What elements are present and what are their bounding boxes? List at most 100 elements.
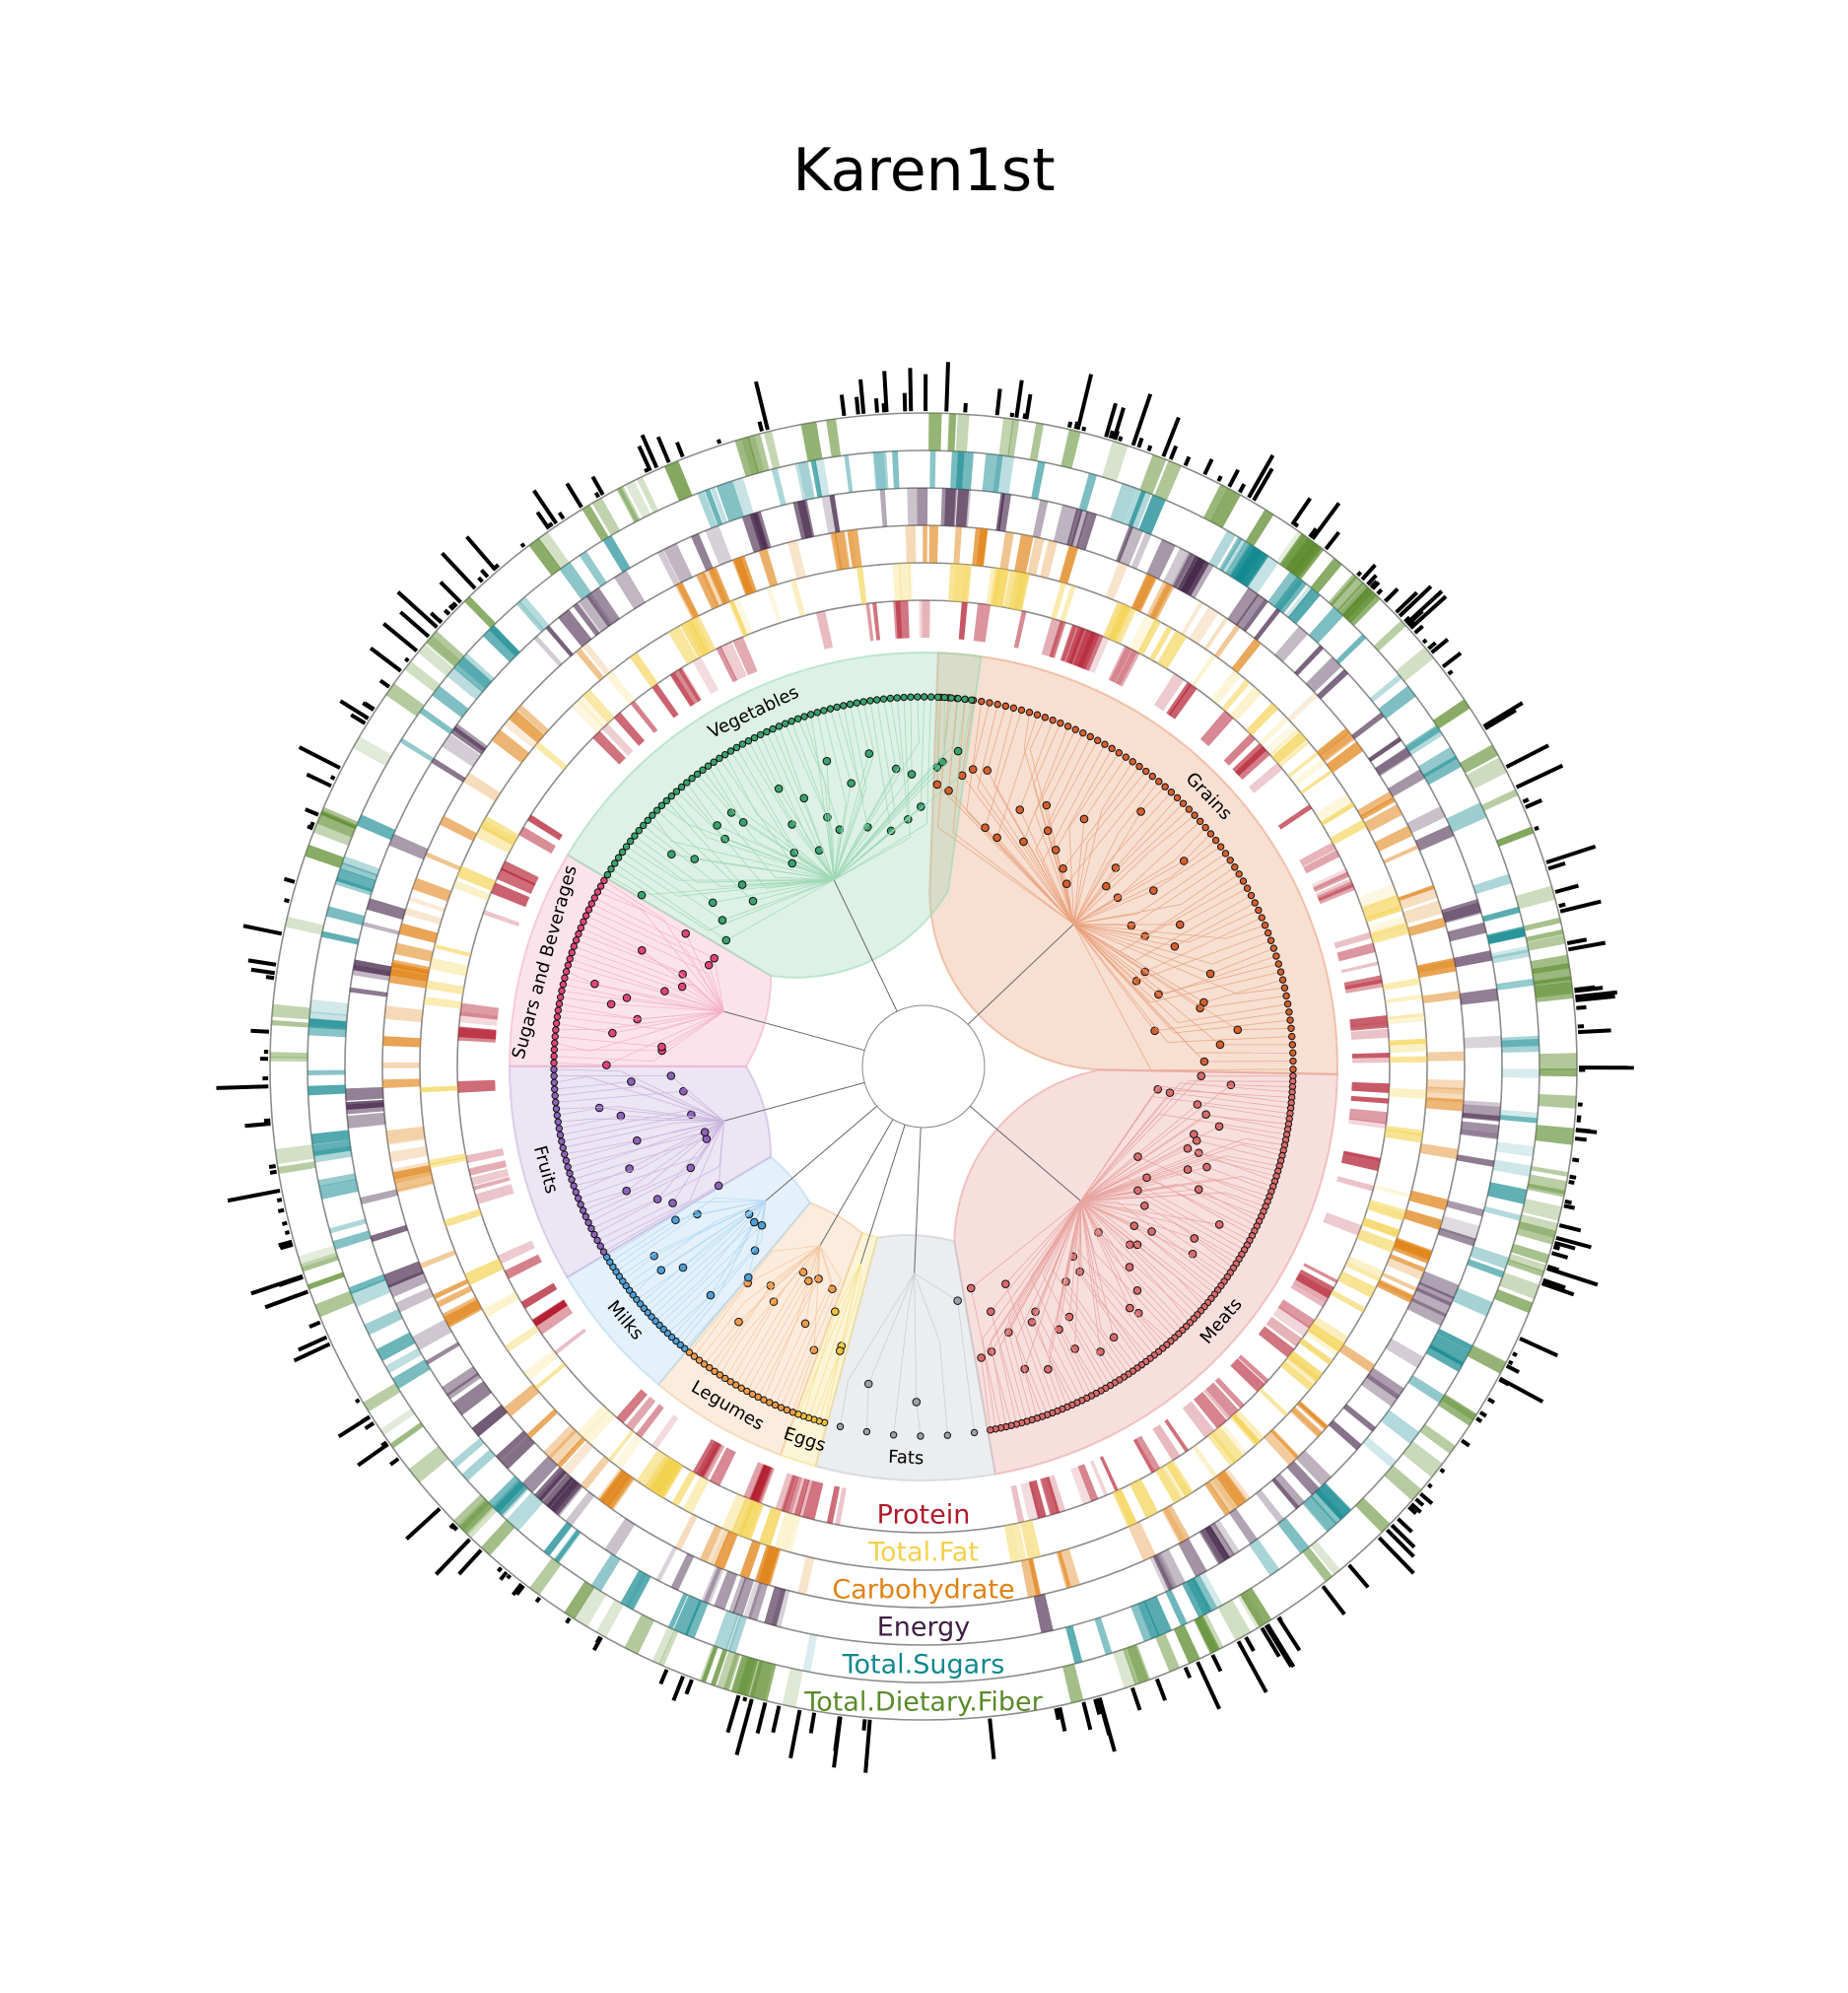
heat-cell: [1316, 727, 1350, 757]
tree-node: [656, 1266, 666, 1274]
tree-leaf: [635, 826, 643, 835]
heat-cell: [598, 1469, 626, 1503]
tree-branch: [1144, 873, 1240, 937]
heat-cell: [1539, 1068, 1577, 1077]
heat-cell: [669, 672, 695, 707]
heat-cell: [1361, 1217, 1401, 1238]
heat-cell: [1264, 1430, 1298, 1466]
tree-branch: [1080, 1152, 1199, 1202]
tree-branch: [1073, 924, 1226, 939]
tree-node: [678, 1263, 688, 1272]
outer-bar: [565, 1616, 572, 1624]
heat-cell: [534, 1362, 567, 1390]
outer-bar: [399, 610, 431, 639]
outer-bar: [861, 1719, 867, 1731]
heat-cell: [748, 1464, 775, 1504]
heat-cell: [706, 1528, 728, 1565]
tree-branch: [985, 710, 1022, 828]
heat-cell: [579, 550, 607, 587]
tree-node: [700, 1128, 710, 1137]
heat-cell: [1495, 978, 1535, 991]
heat-cell: [1407, 1375, 1445, 1404]
heat-cell: [1446, 1200, 1484, 1217]
heat-cell: [1267, 571, 1304, 612]
outer-bar: [1575, 1128, 1598, 1134]
tree-branch: [1074, 1201, 1081, 1349]
tree-branch: [654, 1279, 702, 1322]
tree-node: [1205, 969, 1215, 979]
tree-branch: [571, 1138, 707, 1181]
tree-leaf: [704, 762, 713, 770]
heat-cell: [1189, 606, 1219, 645]
tree-branch: [779, 725, 805, 798]
tree-branch: [656, 809, 754, 902]
tree-branch: [1180, 1082, 1293, 1093]
tree-leaf: [614, 854, 623, 861]
tree-node: [657, 1042, 666, 1052]
heat-cell: [1178, 1538, 1207, 1577]
tree-branch: [581, 927, 677, 971]
heat-cell: [1378, 685, 1416, 720]
tree-branch: [1080, 1201, 1130, 1268]
heat-cell: [1256, 1489, 1284, 1524]
tree-branch: [1080, 1190, 1138, 1202]
heat-cell: [620, 1570, 651, 1611]
heat-cell: [394, 942, 434, 962]
tree-branch: [1065, 883, 1074, 925]
tree-branch: [672, 1120, 724, 1138]
heat-cell: [1384, 1129, 1423, 1143]
tree-branch: [1237, 987, 1285, 995]
heat-cell: [1165, 1589, 1188, 1626]
outer-bar: [1563, 1203, 1576, 1210]
outer-bar: [535, 511, 551, 530]
heat-cell: [412, 1319, 452, 1351]
heat-cell: [328, 1218, 367, 1234]
tree-branch: [559, 1115, 621, 1130]
tree-leaf: [566, 1169, 574, 1178]
tree-leaf: [738, 740, 747, 748]
outer-bar: [1202, 458, 1214, 476]
outer-bar: [244, 1122, 271, 1129]
tree-node: [953, 746, 963, 756]
tree-node: [847, 779, 856, 788]
heat-cell: [747, 434, 770, 474]
tree-branch: [637, 1010, 724, 1020]
tree-branch: [684, 1276, 749, 1349]
tree-node: [625, 1164, 634, 1173]
heat-cell: [1318, 883, 1355, 905]
outer-bar: [839, 394, 847, 417]
heat-cell: [1242, 598, 1268, 633]
tree-branch: [743, 1245, 821, 1303]
heat-cell: [731, 477, 754, 517]
tree-leaf: [1108, 744, 1116, 753]
tree-branch: [1130, 859, 1231, 927]
heat-cell: [392, 1359, 431, 1390]
outer-bar: [1183, 1666, 1193, 1680]
tree-branch: [910, 697, 913, 775]
tree-branch: [676, 790, 725, 840]
heat-cell: [1369, 1199, 1406, 1215]
tree-branch: [1154, 1011, 1289, 1032]
heat-cell: [1266, 1316, 1303, 1347]
heat-cell: [1374, 747, 1412, 777]
tree-leaf: [769, 724, 777, 733]
tree-branch: [647, 1250, 718, 1313]
heat-cell: [1291, 542, 1320, 577]
tree-leaf: [771, 1401, 780, 1409]
tree-leaf: [577, 924, 585, 932]
heat-cell: [1302, 1546, 1333, 1582]
tree-branch: [833, 823, 927, 881]
tree-node: [608, 1028, 617, 1038]
outer-bar: [1227, 468, 1240, 488]
heat-cell: [1285, 585, 1314, 619]
tree-branch: [609, 1219, 676, 1263]
tree-leaf: [553, 1111, 562, 1120]
outer-bar: [1009, 412, 1015, 418]
heat-cell: [704, 488, 723, 526]
tree-branch: [760, 734, 806, 836]
tree-branch: [834, 1263, 861, 1312]
outer-bar: [389, 1457, 400, 1467]
heat-cell: [495, 1430, 528, 1462]
tree-leaf: [763, 727, 771, 736]
tree-branch: [554, 1056, 653, 1063]
